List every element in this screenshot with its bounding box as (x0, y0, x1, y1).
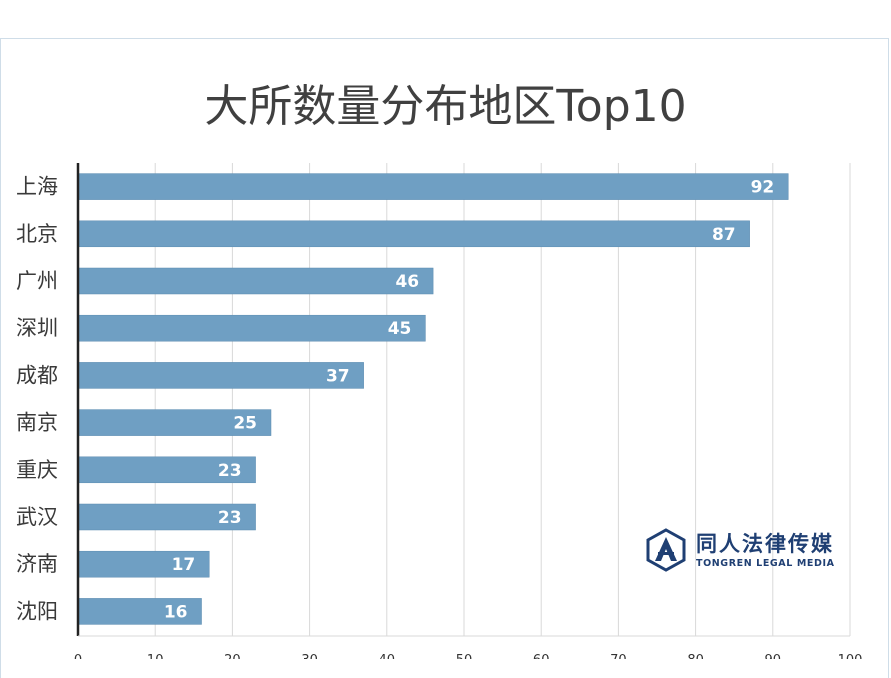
x-tick-label: 10 (147, 653, 164, 659)
bar (77, 173, 789, 200)
bar-value-label: 92 (751, 178, 775, 198)
category-label: 上海 (16, 175, 58, 199)
bar-value-label: 37 (326, 366, 350, 386)
watermark-logo: 同人法律传媒 TONGREN LEGAL MEDIA (644, 528, 844, 572)
bar-value-label: 45 (388, 319, 412, 339)
bar (77, 503, 256, 531)
category-label: 广州 (16, 269, 58, 293)
category-label: 成都 (16, 363, 58, 387)
bar (77, 550, 210, 578)
bar-value-label: 25 (233, 414, 257, 434)
bar-value-label: 23 (218, 461, 242, 481)
bar-value-label: 16 (164, 602, 188, 622)
bar-value-label: 23 (218, 508, 242, 528)
x-tick-label: 90 (765, 653, 782, 659)
bar-value-label: 17 (172, 555, 196, 575)
bar (77, 362, 364, 389)
chart-title: 大所数量分布地区Top10 (204, 81, 687, 132)
category-label: 济南 (16, 552, 58, 576)
bar-value-label: 87 (712, 225, 736, 245)
bar (77, 409, 272, 436)
x-tick-label: 0 (74, 653, 82, 659)
x-tick-label: 60 (533, 653, 550, 659)
bar-value-label: 46 (395, 272, 419, 292)
category-label: 重庆 (16, 458, 58, 482)
x-tick-label: 30 (301, 653, 318, 659)
x-tick-label: 100 (838, 653, 863, 659)
bar (77, 598, 202, 625)
x-tick-label: 80 (687, 653, 704, 659)
category-label: 武汉 (16, 505, 58, 529)
watermark-name-cn: 同人法律传媒 (696, 532, 834, 556)
bar-chart: 92 上海 87 北京 46 广州 45 深圳 37 成都 25 南京 23 重庆 23 武汉 17 济南 16 沈阳… (16, 163, 863, 659)
x-tick-label: 20 (224, 653, 241, 659)
x-tick-label: 50 (456, 653, 473, 659)
category-label: 沈阳 (16, 599, 58, 623)
category-label: 南京 (16, 411, 58, 435)
x-tick-label: 70 (610, 653, 627, 659)
bar (77, 314, 426, 342)
watermark-name-en: TONGREN LEGAL MEDIA (696, 558, 835, 569)
category-label: 北京 (16, 222, 58, 246)
bar (77, 456, 256, 484)
bar (77, 220, 750, 248)
category-label: 深圳 (16, 316, 58, 340)
tongren-logo-icon (646, 528, 686, 572)
bar (77, 267, 434, 295)
x-tick-label: 40 (379, 653, 396, 659)
